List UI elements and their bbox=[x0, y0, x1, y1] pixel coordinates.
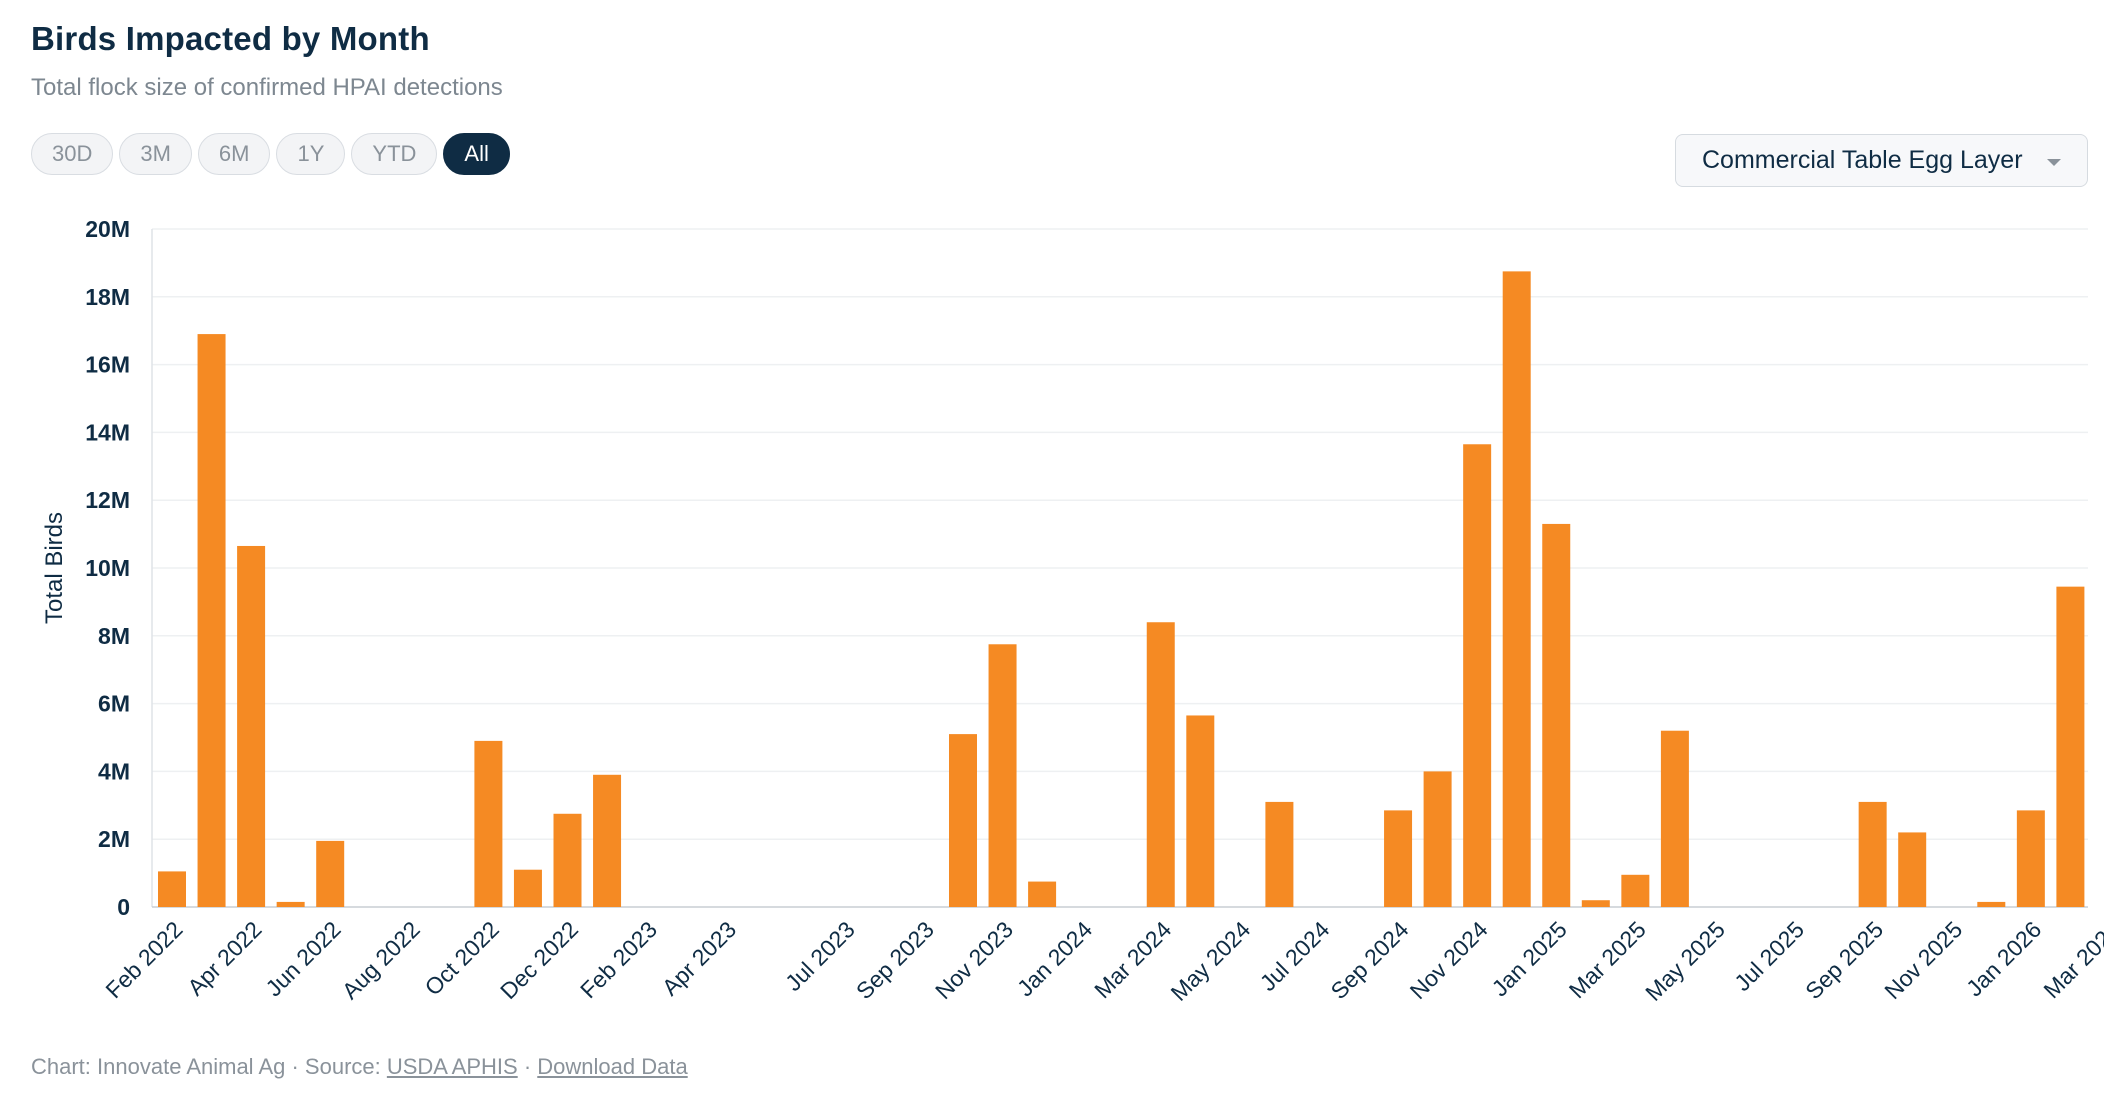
x-tick-label: Mar 2026 bbox=[2038, 916, 2104, 1003]
x-tick-label: Feb 2023 bbox=[575, 916, 662, 1003]
y-tick-label: 14M bbox=[85, 419, 130, 445]
range-button-6m[interactable]: 6M bbox=[197, 133, 271, 175]
x-tick-label: Jan 2026 bbox=[1961, 916, 2046, 1001]
x-tick-label: Sep 2024 bbox=[1326, 916, 1414, 1004]
bar-sep-2024 bbox=[1384, 810, 1413, 907]
y-tick-label: 8M bbox=[98, 623, 130, 649]
x-tick-label: Aug 2022 bbox=[337, 916, 425, 1004]
y-tick-label: 2M bbox=[98, 826, 130, 852]
bar-mar-2024 bbox=[1146, 622, 1175, 907]
x-tick-label: Sep 2025 bbox=[1800, 916, 1888, 1004]
bar-oct-2024 bbox=[1423, 771, 1452, 907]
chart-title: Birds Impacted by Month bbox=[31, 20, 430, 57]
bar-dec-2024 bbox=[1502, 271, 1531, 907]
bar-jun-2022 bbox=[316, 840, 345, 907]
x-tick-label: Apr 2022 bbox=[182, 916, 266, 1000]
bar-jan-2026 bbox=[2016, 810, 2045, 907]
bar-oct-2022 bbox=[474, 740, 503, 907]
bar-dec-2025 bbox=[1977, 901, 2006, 907]
bar-apr-2024 bbox=[1186, 715, 1215, 907]
bar-nov-2023 bbox=[988, 644, 1017, 907]
x-tick-label: Jul 2023 bbox=[780, 916, 860, 996]
chart-footer: Chart: Innovate Animal Ag · Source: USDA… bbox=[31, 1054, 688, 1080]
x-tick-label: Nov 2025 bbox=[1879, 916, 1967, 1004]
y-tick-label: 18M bbox=[85, 284, 130, 310]
x-tick-label: Mar 2024 bbox=[1089, 916, 1176, 1003]
bar-jan-2023 bbox=[593, 774, 622, 907]
x-tick-label: Sep 2023 bbox=[851, 916, 939, 1004]
y-tick-label: 12M bbox=[85, 487, 130, 513]
y-tick-label: 10M bbox=[85, 555, 130, 581]
bar-chart: 0 2M 4M 6M 8M 10M 12M 14M 16M 18M 20M Total Birds Fe… bbox=[41, 216, 2104, 1006]
y-tick-label: 20M bbox=[85, 216, 130, 242]
bar-nov-2024 bbox=[1463, 444, 1492, 907]
y-tick-label: 6M bbox=[98, 691, 130, 717]
range-button-3m[interactable]: 3M bbox=[119, 133, 192, 175]
x-tick-label: Nov 2024 bbox=[1405, 916, 1493, 1004]
y-axis-title: Total Birds bbox=[41, 512, 68, 624]
x-tick-label: Apr 2023 bbox=[657, 916, 741, 1000]
y-tick-label: 4M bbox=[98, 758, 130, 784]
bar-mar-2025 bbox=[1621, 874, 1650, 907]
time-range-selector: 30D 3M 6M 1Y YTD All bbox=[31, 133, 510, 175]
y-tick-label: 16M bbox=[85, 352, 130, 378]
x-tick-label: Dec 2022 bbox=[495, 916, 583, 1004]
download-data-link[interactable]: Download Data bbox=[537, 1054, 688, 1079]
x-tick-label: May 2025 bbox=[1640, 916, 1730, 1006]
bar-feb-2025 bbox=[1581, 900, 1610, 907]
flock-type-dropdown[interactable]: Commercial Table Egg Layer bbox=[1675, 134, 2088, 187]
bar-may-2022 bbox=[276, 901, 305, 907]
source-link[interactable]: USDA APHIS bbox=[386, 1054, 518, 1079]
x-tick-label: Jan 2025 bbox=[1486, 916, 1571, 1001]
x-tick-label: Nov 2023 bbox=[930, 916, 1018, 1004]
footer-separator: · bbox=[517, 1054, 538, 1079]
x-tick-label: May 2024 bbox=[1166, 916, 1256, 1006]
bar-oct-2023 bbox=[949, 734, 977, 907]
range-button-ytd[interactable]: YTD bbox=[351, 133, 438, 175]
bar-dec-2023 bbox=[1028, 881, 1057, 907]
bar-jun-2024 bbox=[1265, 801, 1294, 907]
flock-type-selected: Commercial Table Egg Layer bbox=[1702, 146, 2023, 174]
x-tick-label: Mar 2025 bbox=[1564, 916, 1651, 1003]
y-tick-label: 0 bbox=[117, 894, 130, 920]
bar-apr-2022 bbox=[237, 545, 266, 907]
bar-feb-2022 bbox=[158, 871, 186, 907]
bar-nov-2022 bbox=[513, 869, 542, 907]
footer-credit: Chart: Innovate Animal Ag · Source: bbox=[31, 1054, 387, 1079]
bar-sep-2025 bbox=[1858, 801, 1887, 907]
range-button-1y[interactable]: 1Y bbox=[276, 133, 346, 175]
bar-mar-2022 bbox=[197, 334, 226, 908]
bar-apr-2025 bbox=[1660, 730, 1689, 907]
bar-feb-2026 bbox=[2056, 586, 2085, 907]
x-tick-label: Jan 2024 bbox=[1012, 916, 1097, 1001]
chevron-down-icon bbox=[2047, 159, 2061, 166]
x-tick-label: Jun 2022 bbox=[260, 916, 345, 1001]
x-tick-label: Jul 2024 bbox=[1255, 916, 1335, 996]
bar-oct-2025 bbox=[1898, 832, 1927, 907]
bar-jan-2025 bbox=[1542, 523, 1571, 907]
x-tick-label: Jul 2025 bbox=[1729, 916, 1809, 996]
chart-subtitle: Total flock size of confirmed HPAI detec… bbox=[31, 74, 503, 101]
x-tick-label: Oct 2022 bbox=[420, 916, 504, 1000]
bar-dec-2022 bbox=[553, 813, 582, 907]
range-button-all[interactable]: All bbox=[443, 133, 510, 175]
x-tick-label: Feb 2022 bbox=[100, 916, 187, 1003]
range-button-30d[interactable]: 30D bbox=[31, 133, 114, 175]
